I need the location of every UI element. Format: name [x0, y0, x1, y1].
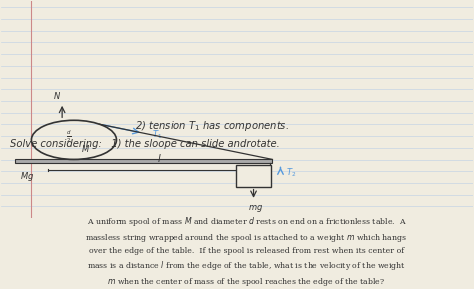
Text: $mg$: $mg$ [248, 203, 264, 214]
Bar [15, 160, 273, 163]
Text: $l$: $l$ [157, 152, 161, 164]
Text: 2) tension $T_1$ has components.: 2) tension $T_1$ has components. [136, 119, 290, 133]
Text: $T_1$: $T_1$ [152, 129, 163, 141]
Text: $T_2$: $T_2$ [286, 166, 296, 179]
Text: A uniform spool of mass $M$ and diameter $d$ rests on end on a frictionless tabl: A uniform spool of mass $M$ and diameter… [85, 215, 408, 288]
Text: $Mg$: $Mg$ [19, 170, 34, 183]
Text: $m$: $m$ [249, 171, 258, 180]
Text: $M$: $M$ [81, 143, 90, 154]
Text: Solve considering:   1) the sloope can slide androtate.: Solve considering: 1) the sloope can sli… [10, 139, 280, 149]
Text: $\frac{d}{2}$: $\frac{d}{2}$ [65, 129, 71, 145]
Text: $N$: $N$ [54, 90, 62, 101]
Bar [236, 165, 271, 187]
